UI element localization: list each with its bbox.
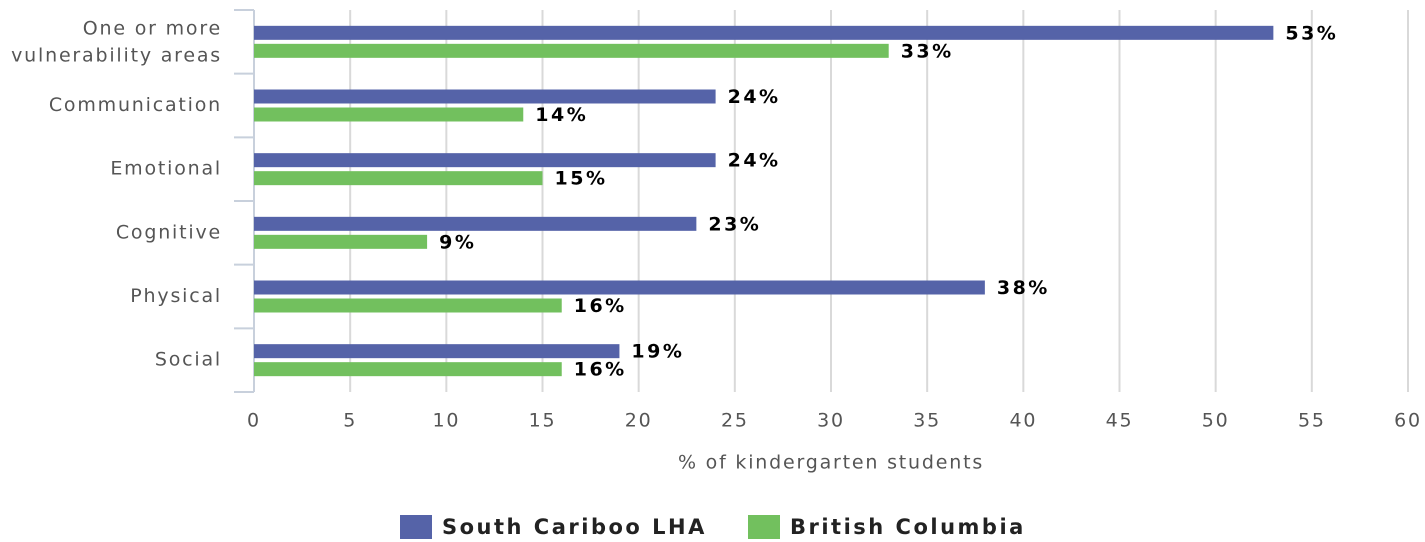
bar — [254, 107, 524, 122]
x-tick-label: 40 — [1009, 410, 1037, 432]
legend-swatch — [400, 515, 432, 539]
y-tick-label: Physical — [130, 285, 222, 307]
y-tick-label: Social — [155, 349, 222, 371]
x-tick-label: 25 — [721, 410, 749, 432]
x-tick-label: 10 — [432, 410, 460, 432]
x-tick-label: 20 — [625, 410, 653, 432]
bar — [254, 280, 985, 295]
x-tick-label: 35 — [913, 410, 941, 432]
data-label: 53% — [1285, 22, 1338, 44]
legend-label: South Cariboo LHA — [442, 515, 707, 539]
y-tick-label: Cognitive — [116, 221, 222, 243]
legend-swatch — [748, 515, 780, 539]
data-label: 16% — [574, 295, 627, 317]
data-label: 24% — [728, 150, 781, 172]
x-tick-label: 50 — [1202, 410, 1230, 432]
bar — [254, 153, 716, 168]
y-tick-label: One or more vulnerability areas — [11, 17, 222, 66]
y-tick-label: Communication — [49, 94, 222, 116]
x-tick-label: 5 — [343, 410, 357, 432]
x-tick-label: 45 — [1106, 410, 1134, 432]
data-label: 23% — [708, 213, 761, 235]
data-label: 33% — [901, 40, 954, 62]
data-label: 14% — [535, 104, 588, 126]
x-tick-label: 15 — [529, 410, 557, 432]
legend-label: British Columbia — [790, 515, 1026, 539]
bar — [254, 216, 697, 231]
bar — [254, 344, 620, 359]
x-tick-label: 60 — [1394, 410, 1422, 432]
bar — [254, 298, 562, 313]
bar — [254, 89, 716, 104]
bar — [254, 234, 428, 249]
bar — [254, 25, 1274, 40]
data-label: 16% — [574, 359, 627, 381]
data-label: 19% — [631, 341, 684, 363]
data-label: 15% — [555, 168, 608, 190]
x-tick-label: 30 — [817, 410, 845, 432]
x-tick-label: 0 — [247, 410, 261, 432]
x-axis-label: % of kindergarten students — [678, 452, 984, 474]
data-label: 24% — [728, 86, 781, 108]
y-tick-label: Emotional — [110, 158, 222, 180]
bar — [254, 171, 543, 186]
x-tick-label: 55 — [1298, 410, 1326, 432]
data-label: 38% — [997, 277, 1050, 299]
bar — [254, 362, 562, 377]
data-label: 9% — [439, 231, 476, 253]
bar — [254, 43, 889, 58]
